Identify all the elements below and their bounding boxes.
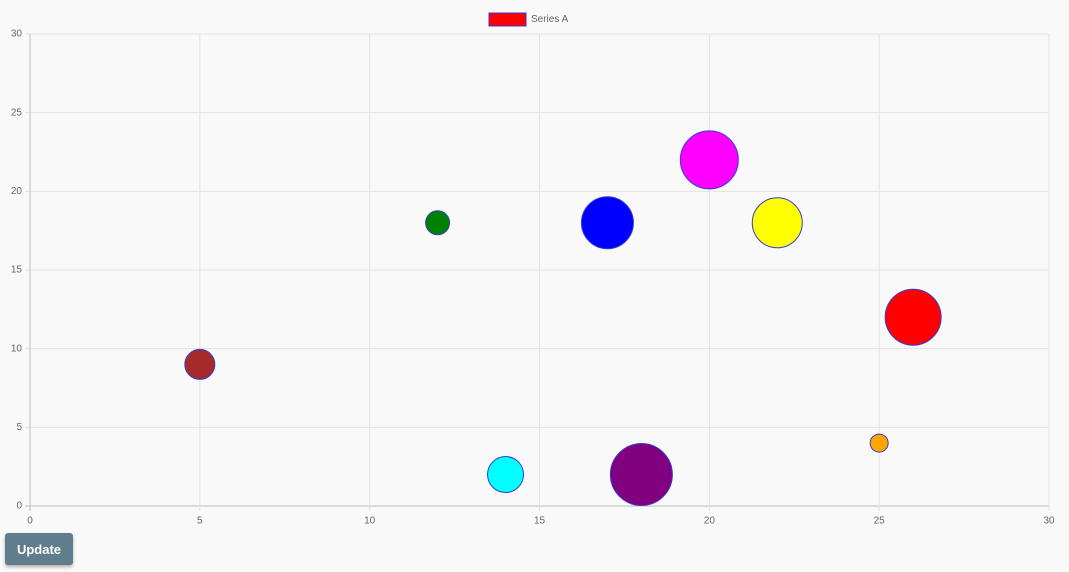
y-tick-label: 5 xyxy=(16,422,22,433)
bubble xyxy=(609,443,673,507)
bubble xyxy=(751,197,803,249)
y-tick-label: 30 xyxy=(11,29,23,40)
x-tick-label: 30 xyxy=(1043,516,1055,527)
bubble xyxy=(869,433,889,453)
bubble xyxy=(425,210,451,236)
bubble xyxy=(184,348,216,380)
legend-label: Series A xyxy=(531,14,569,25)
y-tick-label: 15 xyxy=(11,265,23,276)
y-tick-label: 0 xyxy=(16,501,22,512)
y-tick-label: 10 xyxy=(11,343,23,354)
x-tick-label: 15 xyxy=(534,516,546,527)
bubble xyxy=(884,288,942,346)
bubble xyxy=(679,130,739,190)
update-button[interactable]: Update xyxy=(5,533,73,565)
y-tick-label: 25 xyxy=(11,107,23,118)
legend-swatch xyxy=(488,12,527,27)
bubble xyxy=(580,196,634,250)
x-tick-label: 25 xyxy=(874,516,886,527)
y-tick-label: 20 xyxy=(11,186,23,197)
x-tick-label: 20 xyxy=(704,516,716,527)
chart: 0 5 10 15 20 25 30 0 5 10 15 20 25 30 Series A xyxy=(11,12,1055,527)
bubble xyxy=(487,456,525,494)
x-tick-label: 0 xyxy=(27,516,33,527)
x-tick-label: 10 xyxy=(364,516,376,527)
x-tick-label: 5 xyxy=(197,516,203,527)
